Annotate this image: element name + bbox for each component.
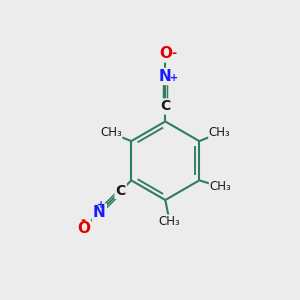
Text: O: O <box>77 221 90 236</box>
Text: O: O <box>159 46 172 62</box>
Text: CH₃: CH₃ <box>209 180 231 193</box>
Text: CH₃: CH₃ <box>159 215 181 228</box>
Text: CH₃: CH₃ <box>209 127 231 140</box>
Text: N: N <box>159 69 172 84</box>
Text: -: - <box>172 47 177 60</box>
Text: +: + <box>97 200 105 210</box>
Text: C: C <box>116 184 126 198</box>
Text: N: N <box>93 205 106 220</box>
Text: +: + <box>170 73 178 82</box>
Text: C: C <box>160 100 170 113</box>
Text: CH₃: CH₃ <box>100 127 122 140</box>
Text: -: - <box>81 214 86 227</box>
